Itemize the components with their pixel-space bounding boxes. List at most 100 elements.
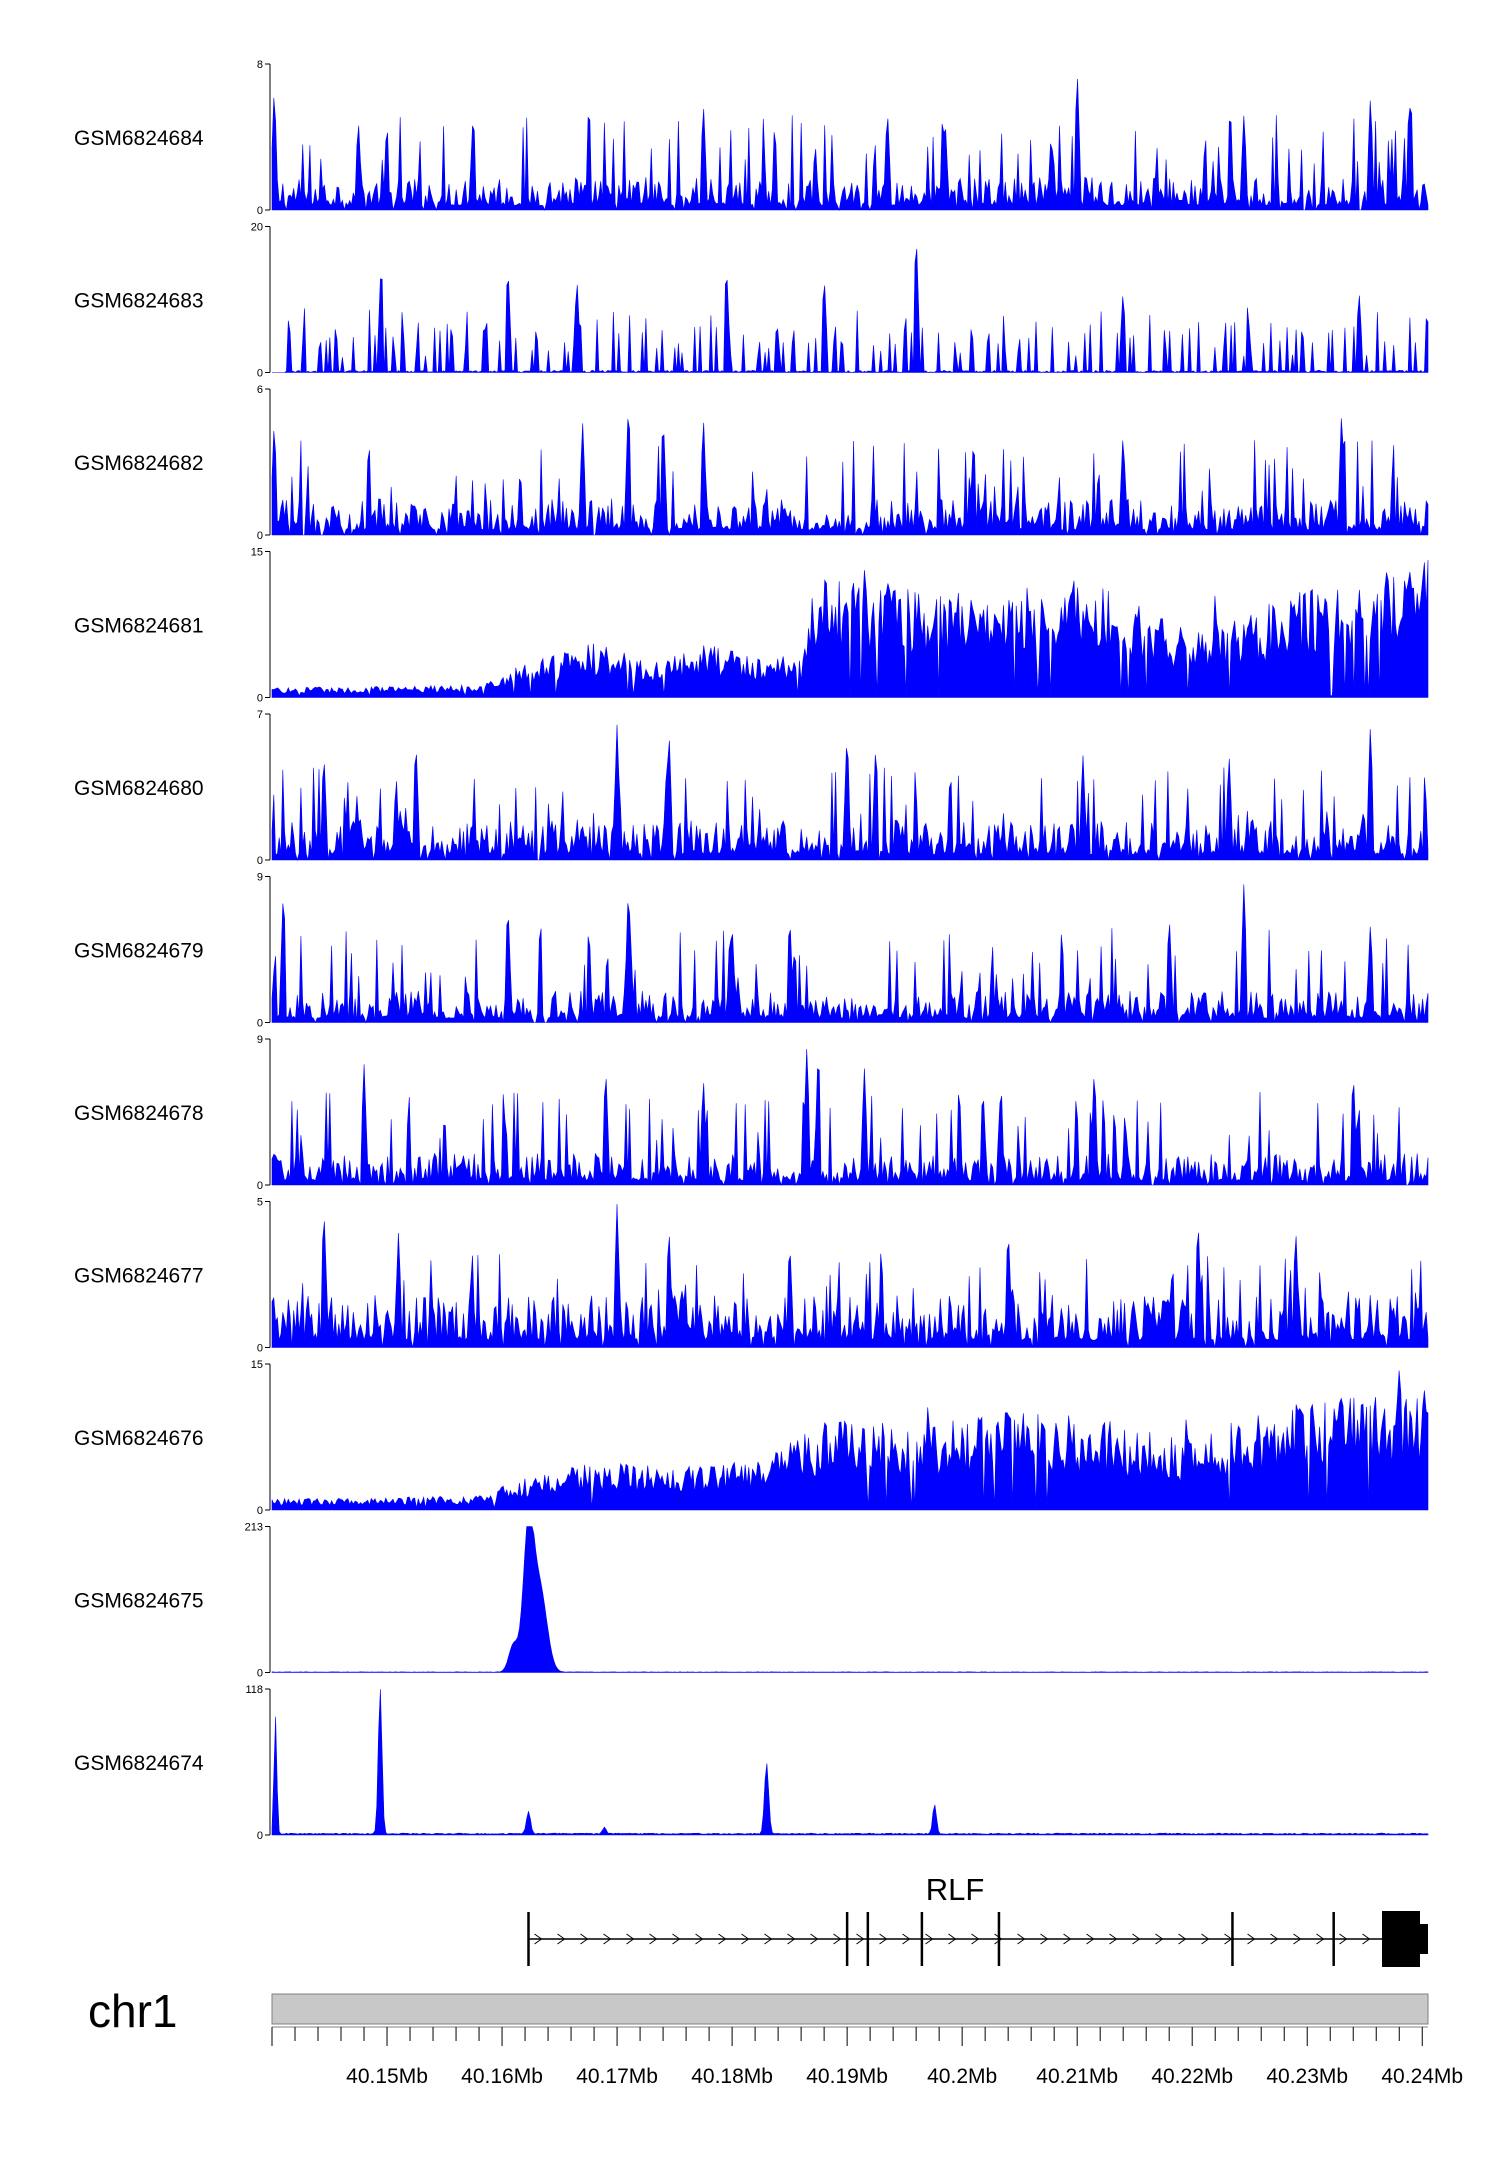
strand-arrow — [1109, 1933, 1118, 1945]
strand-arrow — [672, 1933, 681, 1945]
coverage-area-GSM6824683 — [272, 248, 1429, 374]
coverage-area-GSM6824684 — [271, 78, 1429, 212]
track-GSM6824678: 9 0 GSM6824678 — [74, 1034, 1429, 1192]
strand-arrow — [580, 1933, 589, 1945]
track-name-label: GSM6824676 — [74, 1427, 204, 1450]
y-min-label: 0 — [257, 855, 263, 867]
strand-arrow — [810, 1933, 819, 1945]
y-min-label: 0 — [257, 368, 263, 380]
strand-arrow — [1063, 1933, 1072, 1945]
y-min-label: 0 — [257, 530, 263, 542]
track-name-label: GSM6824684 — [74, 127, 204, 150]
axis-tick-label: 40.15Mb — [346, 2065, 428, 2088]
track-name-label: GSM6824678 — [74, 1102, 204, 1125]
strand-arrow — [1178, 1933, 1187, 1945]
gene-name-label: RLF — [926, 1872, 985, 1907]
y-min-label: 0 — [257, 205, 263, 217]
y-min-label: 0 — [257, 1830, 263, 1842]
strand-arrow — [879, 1933, 888, 1945]
utr-block — [1418, 1924, 1428, 1954]
axis-tick-label: 40.23Mb — [1266, 2065, 1348, 2088]
coverage-area-GSM6824677 — [271, 1204, 1429, 1348]
strand-arrow — [971, 1933, 980, 1945]
y-min-label: 0 — [257, 1343, 263, 1355]
strand-arrow — [1017, 1933, 1026, 1945]
coverage-area-GSM6824682 — [271, 418, 1429, 537]
track-GSM6824680: 7 0 GSM6824680 — [74, 709, 1429, 867]
strand-arrow — [1270, 1933, 1279, 1945]
strand-arrow — [695, 1933, 704, 1945]
y-max-label: 20 — [251, 222, 263, 234]
strand-arrow — [856, 1933, 865, 1945]
y-max-label: 6 — [257, 384, 263, 396]
strand-arrow — [1362, 1933, 1371, 1945]
track-name-label: GSM6824682 — [74, 452, 204, 475]
genome-axis: chr1 40.15Mb 40.16Mb 40.17Mb 40.18Mb 40.19Mb… — [88, 1985, 1463, 2088]
strand-arrow — [534, 1933, 543, 1945]
strand-arrow — [1293, 1933, 1302, 1945]
y-max-label: 5 — [257, 1197, 263, 1209]
track-name-label: GSM6824677 — [74, 1265, 204, 1288]
coverage-area-GSM6824675 — [271, 1526, 1429, 1673]
axis-tick-label: 40.24Mb — [1381, 2065, 1463, 2088]
axis-tick-label: 40.16Mb — [461, 2065, 543, 2088]
chromosome-label: chr1 — [88, 1985, 177, 2037]
y-max-label: 15 — [251, 1359, 263, 1371]
strand-arrow — [649, 1933, 658, 1945]
coverage-area-GSM6824674 — [271, 1689, 1429, 1836]
gene-track: RLF — [527, 1872, 1428, 1967]
track-name-label: GSM6824674 — [74, 1752, 204, 1775]
strand-arrow — [787, 1933, 796, 1945]
strand-arrow — [1086, 1933, 1095, 1945]
y-max-label: 9 — [257, 1034, 263, 1046]
track-name-label: GSM6824675 — [74, 1590, 204, 1613]
strand-arrow — [1247, 1933, 1256, 1945]
strand-arrow — [1201, 1933, 1210, 1945]
track-GSM6824682: 6 0 GSM6824682 — [74, 384, 1429, 542]
strand-arrow — [1339, 1933, 1348, 1945]
track-name-label: GSM6824680 — [74, 777, 204, 800]
coverage-area-GSM6824681 — [271, 560, 1429, 698]
chromosome-ideogram-bar — [271, 1993, 1429, 2025]
y-max-label: 15 — [251, 547, 263, 559]
y-min-label: 0 — [257, 1668, 263, 1680]
y-max-label: 8 — [257, 59, 263, 71]
strand-arrow — [603, 1933, 612, 1945]
track-GSM6824676: 15 0 GSM6824676 — [74, 1359, 1429, 1517]
y-max-label: 118 — [245, 1684, 263, 1696]
strand-arrow — [626, 1933, 635, 1945]
track-name-label: GSM6824681 — [74, 615, 204, 638]
axis-tick-label: 40.2Mb — [927, 2065, 997, 2088]
y-max-label: 213 — [245, 1522, 263, 1534]
y-min-label: 0 — [257, 1018, 263, 1030]
coverage-area-GSM6824680 — [271, 724, 1429, 862]
coverage-tracks: 8 0 GSM6824684 20 0 GSM6824683 6 0 GSM6824682 15 0… — [74, 59, 1429, 1842]
y-max-label: 7 — [257, 709, 263, 721]
y-min-label: 0 — [257, 1180, 263, 1192]
axis-tick-label: 40.18Mb — [691, 2065, 773, 2088]
axis-tick-label: 40.19Mb — [806, 2065, 888, 2088]
y-min-label: 0 — [257, 1505, 263, 1517]
track-GSM6824684: 8 0 GSM6824684 — [74, 59, 1429, 217]
strand-arrow — [948, 1933, 957, 1945]
track-GSM6824677: 5 0 GSM6824677 — [74, 1197, 1429, 1355]
strand-arrow — [925, 1933, 934, 1945]
y-max-label: 9 — [257, 872, 263, 884]
axis-tick-label: 40.21Mb — [1036, 2065, 1118, 2088]
strand-arrow — [902, 1933, 911, 1945]
last-exon-block — [1381, 1911, 1420, 1967]
strand-arrow — [718, 1933, 727, 1945]
strand-arrow — [994, 1933, 1003, 1945]
axis-tick-label: 40.17Mb — [576, 2065, 658, 2088]
track-GSM6824675: 213 0 GSM6824675 — [74, 1522, 1429, 1680]
axis-tick-label: 40.22Mb — [1151, 2065, 1233, 2088]
strand-arrow — [764, 1933, 773, 1945]
strand-arrow — [557, 1933, 566, 1945]
strand-arrow — [1316, 1933, 1325, 1945]
strand-arrow — [833, 1933, 842, 1945]
track-name-label: GSM6824679 — [74, 940, 204, 963]
strand-arrow — [1040, 1933, 1049, 1945]
strand-arrow — [741, 1933, 750, 1945]
strand-arrow — [1132, 1933, 1141, 1945]
